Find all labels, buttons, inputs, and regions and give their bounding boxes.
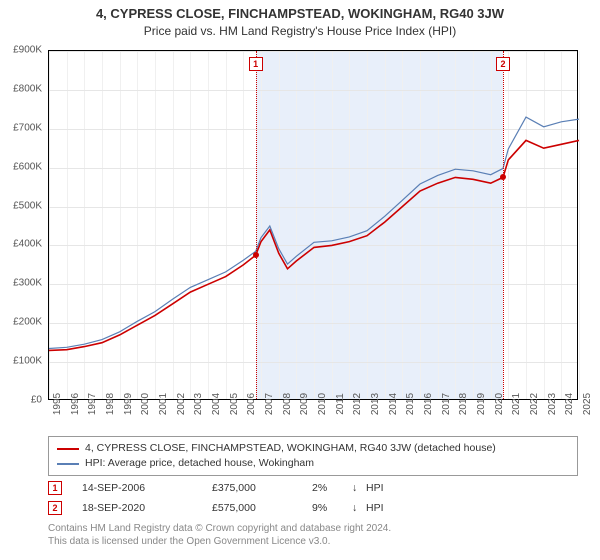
series-hpi xyxy=(49,117,579,348)
x-tick-label: 2015 xyxy=(405,393,416,415)
series-property xyxy=(49,140,579,350)
footer-attribution: Contains HM Land Registry data © Crown c… xyxy=(48,522,578,548)
event-badge-1: 1 xyxy=(249,57,263,71)
x-tick-label: 2001 xyxy=(158,393,169,415)
x-tick-label: 2008 xyxy=(282,393,293,415)
x-tick-label: 2018 xyxy=(458,393,469,415)
event-dot-2 xyxy=(500,174,506,180)
y-tick-label: £800K xyxy=(13,83,42,94)
gridline-v xyxy=(579,51,580,399)
event-line-2 xyxy=(503,51,504,399)
event-row-1: 1 14-SEP-2006£375,0002%↓HPI xyxy=(48,478,578,498)
x-tick-label: 2003 xyxy=(193,393,204,415)
y-tick-label: £0 xyxy=(31,395,42,406)
y-tick-label: £700K xyxy=(13,122,42,133)
event-row-date: 18-SEP-2020 xyxy=(82,502,212,514)
y-tick-label: £100K xyxy=(13,356,42,367)
x-tick-label: 2025 xyxy=(582,393,593,415)
y-tick-label: £600K xyxy=(13,161,42,172)
legend-swatch xyxy=(57,463,79,465)
event-row-pct: 2% xyxy=(312,482,352,494)
event-row-price: £575,000 xyxy=(212,502,312,514)
footer-line-2: This data is licensed under the Open Gov… xyxy=(48,535,578,548)
event-badge-2: 2 xyxy=(496,57,510,71)
chart-svg xyxy=(49,51,579,401)
x-tick-label: 1999 xyxy=(123,393,134,415)
x-tick-label: 2009 xyxy=(299,393,310,415)
x-tick-label: 2004 xyxy=(211,393,222,415)
legend-label: 4, CYPRESS CLOSE, FINCHAMPSTEAD, WOKINGH… xyxy=(85,441,496,456)
x-tick-label: 2013 xyxy=(370,393,381,415)
event-row-date: 14-SEP-2006 xyxy=(82,482,212,494)
x-tick-label: 2006 xyxy=(246,393,257,415)
x-axis-labels: 1995199619971998199920002001200220032004… xyxy=(48,400,578,430)
legend-row: 4, CYPRESS CLOSE, FINCHAMPSTEAD, WOKINGH… xyxy=(57,441,569,456)
x-tick-label: 2012 xyxy=(352,393,363,415)
y-tick-label: £300K xyxy=(13,278,42,289)
event-line-1 xyxy=(256,51,257,399)
legend-row: HPI: Average price, detached house, Woki… xyxy=(57,456,569,471)
event-row-2: 2 18-SEP-2020£575,0009%↓HPI xyxy=(48,498,578,518)
legend-label: HPI: Average price, detached house, Woki… xyxy=(85,456,314,471)
x-tick-label: 2016 xyxy=(423,393,434,415)
legend: 4, CYPRESS CLOSE, FINCHAMPSTEAD, WOKINGH… xyxy=(48,436,578,476)
event-row-pct: 9% xyxy=(312,502,352,514)
x-tick-label: 2024 xyxy=(564,393,575,415)
x-tick-label: 2010 xyxy=(317,393,328,415)
x-tick-label: 1996 xyxy=(70,393,81,415)
x-tick-label: 2021 xyxy=(511,393,522,415)
chart-title: 4, CYPRESS CLOSE, FINCHAMPSTEAD, WOKINGH… xyxy=(0,6,600,21)
x-tick-label: 2014 xyxy=(388,393,399,415)
x-tick-label: 2000 xyxy=(140,393,151,415)
legend-swatch xyxy=(57,448,79,450)
event-dot-1 xyxy=(253,252,259,258)
x-tick-label: 2020 xyxy=(494,393,505,415)
x-tick-label: 2002 xyxy=(176,393,187,415)
x-tick-label: 1997 xyxy=(87,393,98,415)
x-tick-label: 2022 xyxy=(529,393,540,415)
chart-subtitle: Price paid vs. HM Land Registry's House … xyxy=(0,24,600,38)
arrow-down-icon: ↓ xyxy=(352,482,366,494)
y-tick-label: £400K xyxy=(13,239,42,250)
x-tick-label: 2007 xyxy=(264,393,275,415)
x-tick-label: 1998 xyxy=(105,393,116,415)
event-row-price: £375,000 xyxy=(212,482,312,494)
x-tick-label: 2017 xyxy=(441,393,452,415)
arrow-down-icon: ↓ xyxy=(352,502,366,514)
event-row-label: HPI xyxy=(366,482,406,494)
event-row-badge: 2 xyxy=(48,501,62,515)
y-tick-label: £200K xyxy=(13,317,42,328)
chart-plot-area: 12 xyxy=(48,50,578,400)
events-table: 1 14-SEP-2006£375,0002%↓HPI 2 18-SEP-2020£5… xyxy=(48,478,578,518)
event-row-label: HPI xyxy=(366,502,406,514)
x-tick-label: 2019 xyxy=(476,393,487,415)
footer-line-1: Contains HM Land Registry data © Crown c… xyxy=(48,522,578,535)
x-tick-label: 1995 xyxy=(52,393,63,415)
x-tick-label: 2005 xyxy=(229,393,240,415)
x-tick-label: 2011 xyxy=(335,393,346,415)
event-row-badge: 1 xyxy=(48,481,62,495)
y-tick-label: £500K xyxy=(13,200,42,211)
y-tick-label: £900K xyxy=(13,45,42,56)
y-axis-labels: £0£100K£200K£300K£400K£500K£600K£700K£80… xyxy=(0,50,46,400)
x-tick-label: 2023 xyxy=(547,393,558,415)
